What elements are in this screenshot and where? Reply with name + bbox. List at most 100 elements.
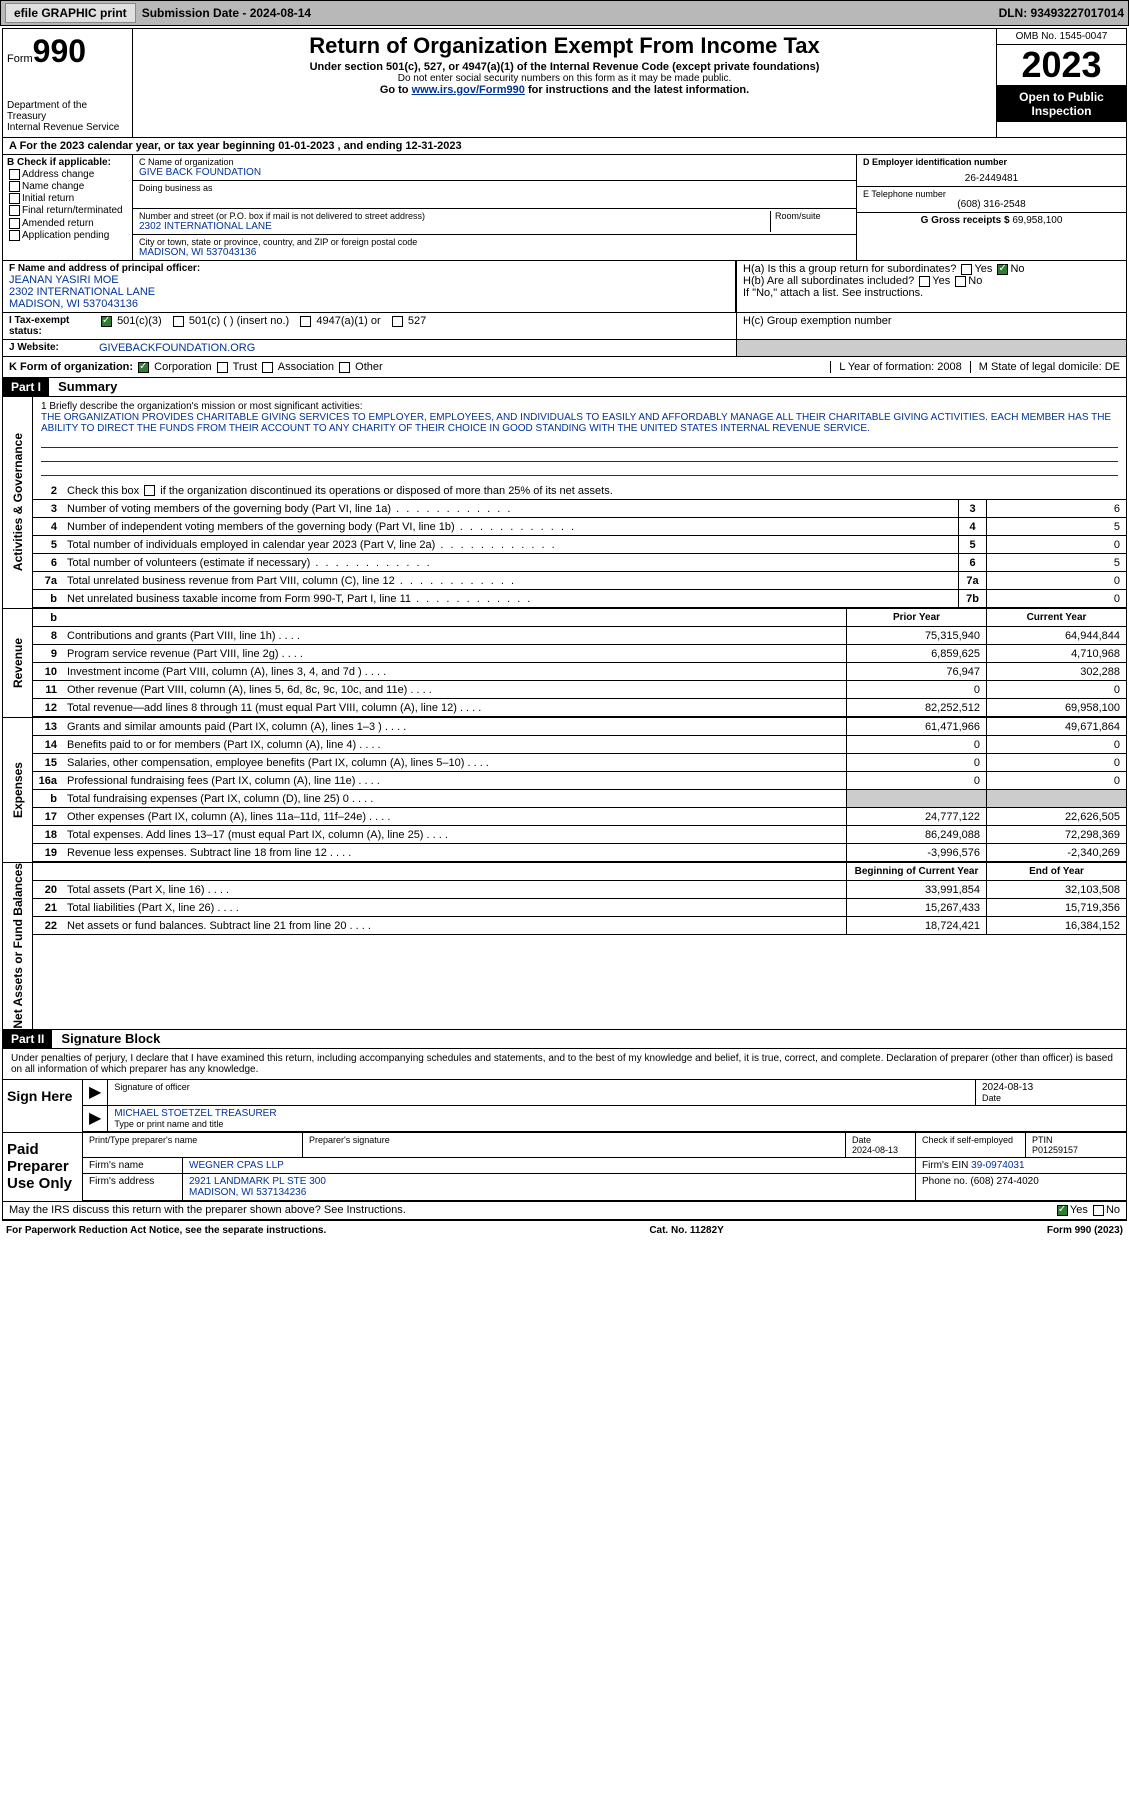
city-label: City or town, state or province, country… [139,237,850,247]
cb-amended[interactable] [9,218,20,229]
row-f-h: F Name and address of principal officer:… [3,261,1126,313]
col-b-checkboxes: B Check if applicable: Address change Na… [3,155,133,260]
perjury-text: Under penalties of perjury, I declare th… [3,1049,1126,1080]
data-line: 11Other revenue (Part VIII, column (A), … [33,681,1126,699]
data-line: 21Total liabilities (Part X, line 26) . … [33,899,1126,917]
side-rev: Revenue [11,638,25,688]
website-value: GIVEBACKFOUNDATION.ORG [93,340,736,356]
firm-ein-label: Firm's EIN [922,1160,968,1171]
org-city: MADISON, WI 537043136 [139,247,850,258]
uline [41,436,1118,448]
irs-link[interactable]: www.irs.gov/Form990 [412,84,525,96]
row-i-hc: I Tax-exempt status: 501(c)(3) 501(c) ( … [3,313,1126,340]
part1-hdr: Part I [3,378,49,396]
sig-date: 2024-08-13 [982,1082,1120,1093]
firm-name: WEGNER CPAS LLP [183,1158,916,1173]
cb-527[interactable] [392,316,403,327]
cb-501c[interactable] [173,316,184,327]
firm-ein: 39-0974031 [971,1160,1024,1171]
data-line: 19Revenue less expenses. Subtract line 1… [33,844,1126,862]
goto-suffix: for instructions and the latest informat… [525,84,749,96]
l-year: L Year of formation: 2008 [830,361,962,373]
cb-ha-no[interactable] [997,264,1008,275]
side-net: Net Assets or Fund Balances [11,863,25,1029]
form-990: Form990 Department of the Treasury Inter… [2,28,1127,1221]
mission-label: 1 Briefly describe the organization's mi… [41,401,1118,412]
b-title: B Check if applicable: [7,157,128,168]
cb-address-change[interactable] [9,169,20,180]
data-line: 10Investment income (Part VIII, column (… [33,663,1126,681]
cb-name-change[interactable] [9,181,20,192]
ptin-val: P01259157 [1032,1145,1078,1155]
data-line: 9Program service revenue (Part VIII, lin… [33,645,1126,663]
firm-phone-label: Phone no. [922,1176,968,1187]
m-state: M State of legal domicile: DE [970,361,1120,373]
cb-other[interactable] [339,362,350,373]
part2-title: Signature Block [55,1031,160,1046]
efile-btn[interactable]: efile GRAPHIC print [5,3,136,23]
ptin-hdr: PTIN [1032,1135,1053,1145]
gov-line: 7aTotal unrelated business revenue from … [33,572,1126,590]
form-title: Return of Organization Exempt From Incom… [137,33,992,59]
end-year-hdr: End of Year [986,863,1126,880]
i-label: I Tax-exempt status: [3,313,93,339]
net-assets-section: Net Assets or Fund Balances Beginning of… [3,862,1126,1029]
cb-discuss-yes[interactable] [1057,1205,1068,1216]
b-marker: b [33,612,63,624]
subtitle-1: Under section 501(c), 527, or 4947(a)(1)… [137,61,992,73]
sig-date-label: Date [982,1093,1120,1103]
activities-governance: Activities & Governance 1 Briefly descri… [3,397,1126,608]
open-public: Open to Public Inspection [997,86,1126,122]
cb-ha-yes[interactable] [961,264,972,275]
omb-number: OMB No. 1545-0047 [997,29,1126,45]
hc-shade [736,340,1126,356]
data-line: 17Other expenses (Part IX, column (A), l… [33,808,1126,826]
cb-hb-no[interactable] [955,276,966,287]
dln: DLN: 93493227017014 [999,6,1124,20]
gov-line: bNet unrelated business taxable income f… [33,590,1126,608]
cb-trust[interactable] [217,362,228,373]
hb-note: If "No," attach a list. See instructions… [743,287,1120,299]
sign-here-label: Sign Here [3,1080,83,1132]
hc-label: H(c) Group exemption number [736,313,1126,339]
col-d-ein: D Employer identification number26-24494… [856,155,1126,260]
g-gross-label: G Gross receipts $ [921,215,1010,226]
discuss-text: May the IRS discuss this return with the… [9,1204,406,1216]
gov-line: 4Number of independent voting members of… [33,518,1126,536]
rev-header: b Prior Year Current Year [33,609,1126,627]
part2-bar: Part II Signature Block [3,1029,1126,1049]
data-line: 15Salaries, other compensation, employee… [33,754,1126,772]
sign-here-block: Sign Here ▶ Signature of officer 2024-08… [3,1080,1126,1133]
officer-name-title: MICHAEL STOETZEL TREASURER [114,1108,1120,1119]
cb-discuss-no[interactable] [1093,1205,1104,1216]
c-name-label: C Name of organization [139,157,850,167]
dba-label: Doing business as [139,183,850,193]
prior-year-hdr: Prior Year [846,609,986,626]
h-group: H(a) Is this a group return for subordin… [736,261,1126,312]
cb-final-return[interactable] [9,205,20,216]
officer-addr1: 2302 INTERNATIONAL LANE [9,286,729,298]
cb-app-pending[interactable] [9,230,20,241]
prep-date: 2024-08-13 [852,1145,898,1155]
irs-label: Internal Revenue Service [7,122,128,133]
ein-value: 26-2449481 [863,173,1120,184]
form-header: Form990 Department of the Treasury Inter… [3,29,1126,138]
uline [41,464,1118,476]
paperwork-notice: For Paperwork Reduction Act Notice, see … [6,1225,326,1236]
cb-initial-return[interactable] [9,193,20,204]
ha-label: H(a) Is this a group return for subordin… [743,263,956,275]
arrow-icon: ▶ [83,1080,108,1105]
part1-bar: Part I Summary [3,378,1126,397]
data-line: bTotal fundraising expenses (Part IX, co… [33,790,1126,808]
expenses-section: Expenses 13Grants and similar amounts pa… [3,717,1126,862]
firm-addr-label: Firm's address [83,1174,183,1200]
cb-hb-yes[interactable] [919,276,930,287]
cb-corp[interactable] [138,362,149,373]
cb-4947[interactable] [300,316,311,327]
hb-label: H(b) Are all subordinates included? [743,275,914,287]
data-line: 12Total revenue—add lines 8 through 11 (… [33,699,1126,717]
prep-date-hdr: Date [852,1135,871,1145]
paid-preparer-block: Paid Preparer Use Only Print/Type prepar… [3,1133,1126,1202]
cb-assoc[interactable] [262,362,273,373]
cb-501c3[interactable] [101,316,112,327]
